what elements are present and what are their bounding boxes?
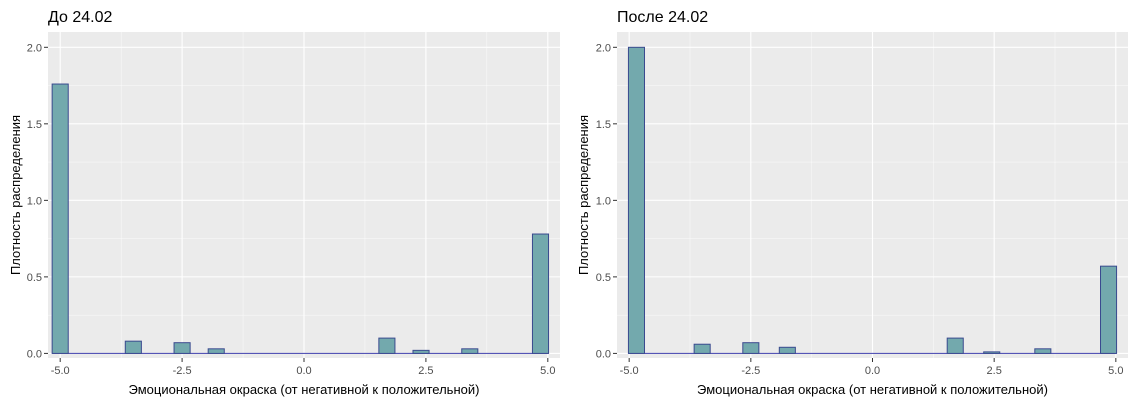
x-tick-label: -5.0	[51, 365, 70, 377]
y-tick-label: 1.5	[596, 119, 611, 131]
y-tick-label: 0.0	[596, 348, 611, 360]
x-tick-label: 0.0	[865, 365, 880, 377]
x-tick-label: 2.5	[418, 365, 433, 377]
histogram-bar	[983, 351, 1001, 354]
y-tick-label: 0.5	[27, 272, 42, 284]
x-tick-label: 5.0	[540, 365, 555, 377]
histogram-bar	[693, 343, 711, 354]
y-tick-label: 0.5	[596, 272, 611, 284]
histogram-bar	[778, 346, 796, 354]
y-tick-label: 2.0	[596, 42, 611, 54]
y-tick-label: 1.0	[596, 195, 611, 207]
histogram-bar	[627, 46, 645, 354]
histogram-bar	[1034, 348, 1052, 354]
x-tick-label: 5.0	[1108, 365, 1123, 377]
histogram-bar	[946, 337, 964, 354]
histogram-bar	[378, 337, 396, 354]
chart-title: До 24.02	[48, 9, 113, 26]
y-tick-label: 1.5	[27, 119, 42, 131]
chart-title: После 24.02	[617, 9, 708, 26]
y-axis-label: Плотность распределения	[8, 115, 23, 275]
x-tick-label: -2.5	[173, 365, 192, 377]
chart-panel-2: -5.0 -2.5 0.0 2.5 5.0 0.0 0.5 1.0 1.5 2.0 После 24…	[576, 9, 1128, 397]
chart-panel-1: -5.0 -2.5 0.0 2.5 5.0 0.0 0.5 1.0 1.5 2.0 До 24.02…	[8, 9, 560, 397]
y-tick-label: 0.0	[27, 348, 42, 360]
y-tick-label: 2.0	[27, 42, 42, 54]
histogram-bar	[207, 348, 225, 354]
histogram-bar	[461, 348, 479, 354]
x-tick-label: -5.0	[620, 365, 639, 377]
histogram-bar	[124, 340, 142, 354]
histogram-bar	[173, 342, 191, 354]
x-axis-label: Эмоциональная окраска (от негативной к п…	[697, 382, 1048, 397]
x-tick-label: 2.5	[987, 365, 1002, 377]
histogram-bar	[531, 233, 550, 354]
x-tick-label: -2.5	[741, 365, 760, 377]
y-axis-label: Плотность распределения	[576, 115, 591, 275]
histogram-bar	[412, 349, 430, 354]
y-tick-label: 1.0	[27, 195, 42, 207]
histogram-bar	[1100, 265, 1118, 354]
histogram-bar	[742, 342, 760, 354]
histogram-bar	[51, 83, 69, 354]
x-tick-label: 0.0	[296, 365, 311, 377]
x-axis-label: Эмоциональная окраска (от негативной к п…	[129, 382, 480, 397]
